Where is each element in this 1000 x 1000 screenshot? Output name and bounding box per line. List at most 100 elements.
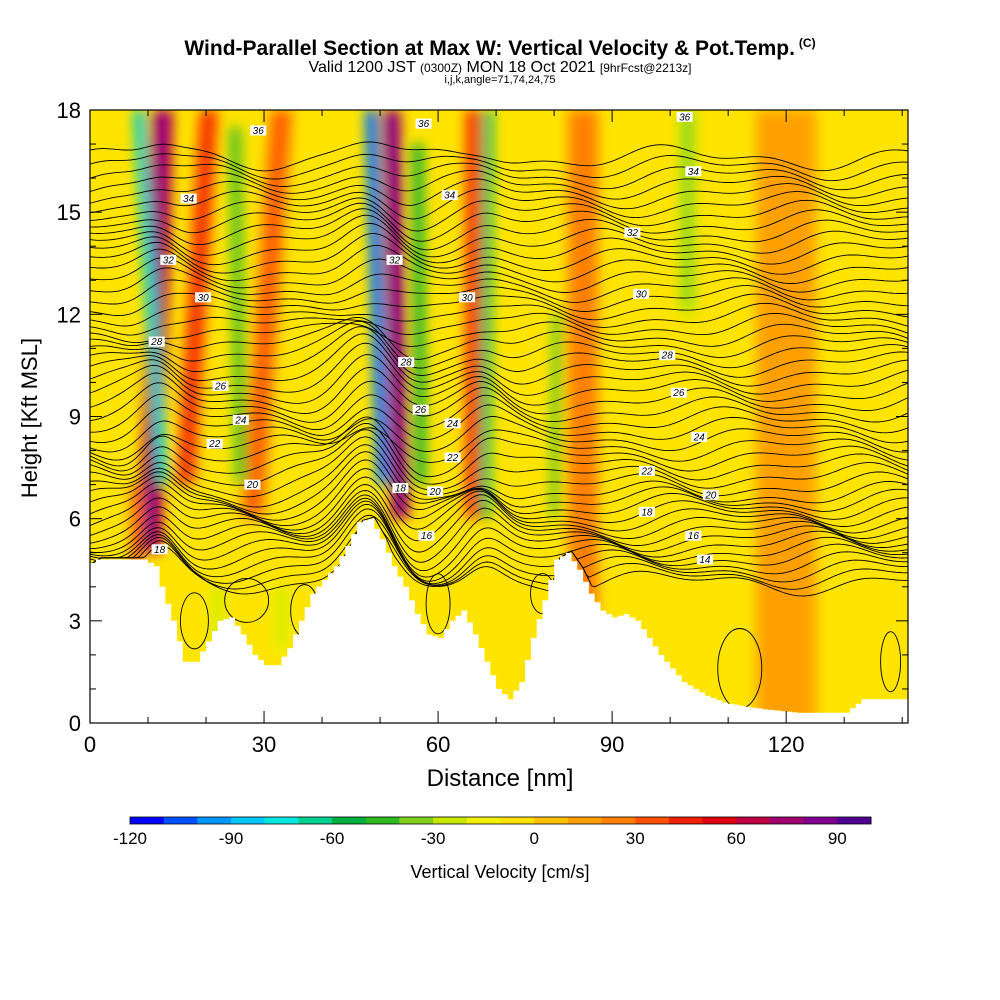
isentrope-39 [90,232,908,275]
colorbar-segment-16 [668,817,704,824]
isentrope-28 [90,326,908,378]
contour-label-bg-10 [415,118,432,129]
isentrope-48 [90,162,908,191]
title-mark: (C) [798,36,816,50]
colorbar-segment-20 [803,817,838,824]
isentrope-8 [90,490,908,553]
colorbar-segment-10 [466,817,501,824]
colorbar-tick-label-7: 90 [828,829,847,848]
y-tick-label-6: 18 [57,98,81,123]
isentrope-37 [90,257,908,293]
valid-time: Valid 1200 JST (0300Z) MON 18 Oct 2021 [… [0,59,1000,77]
contour-label-4: 28 [150,337,163,348]
contour-label-13: 30 [462,293,474,304]
contour-label-bg-19 [392,483,409,494]
contour-label-27: 24 [693,432,706,443]
colorbar-segment-17 [702,817,737,824]
colorbar-segment-7 [365,817,400,824]
isentrope-1 [90,516,908,590]
contour-label-23: 32 [627,228,639,239]
colorbar-segment-5 [298,817,333,824]
contour-label-15: 26 [414,405,427,416]
isentrope-45 [90,188,908,220]
contour-label-30: 18 [641,507,653,518]
contour-label-22: 34 [688,167,700,178]
colorbar-segment-14 [601,817,636,824]
contour-label-bg-2 [160,254,177,265]
isentrope-12 [90,459,908,521]
colorbar-segment-4 [264,817,299,824]
colorbar-tick-label-1: -90 [219,829,244,848]
isentrope-36 [90,267,908,303]
isentrope-5 [90,500,908,578]
contour-label-bg-17 [444,452,461,463]
contour-label-6: 24 [234,415,247,426]
contour-label-16: 24 [446,419,459,430]
y-tick-label-2: 6 [69,507,81,532]
isentrope-24 [90,367,908,415]
isentrope-49 [90,153,908,182]
closed-contour-3 [425,573,451,635]
chart-title: Wind-Parallel Section at Max W: Vertical… [0,36,1000,61]
isentrope-44 [90,197,908,232]
contour-label-bg-14 [398,357,415,368]
contour-label-32: 14 [699,555,711,566]
isentrope-10 [90,476,908,534]
colorbar-tick-label-3: -30 [421,829,446,848]
isentrope-41 [90,214,908,258]
isentrope-11 [90,468,908,527]
isentrope-42 [90,208,908,251]
contour-label-bg-18 [427,486,444,497]
isentrope-47 [90,169,908,200]
contour-label-bg-6 [232,414,249,425]
colorbar-title: Vertical Velocity [cm/s] [410,862,590,882]
isentrope-15 [90,436,908,498]
isentrope-40 [90,222,908,266]
contour-label-1: 34 [183,194,195,205]
valid-date: MON 18 Oct 2021 [466,59,596,76]
colorbar-segment-2 [197,817,232,824]
downdraft-band-8-core [277,586,286,645]
isentrope-25 [90,354,908,406]
isentrope-35 [90,279,908,312]
x-tick-label-1: 30 [252,732,276,757]
isentrope-34 [90,292,908,321]
y-tick-label-0: 0 [69,711,81,736]
isentrope-23 [90,380,908,423]
contour-label-bg-9 [151,544,168,555]
isentrope-38 [90,244,908,284]
colorbar-segment-6 [332,817,367,824]
y-tick-label-4: 12 [57,302,81,327]
downdraft-band-0-core [136,110,165,475]
closed-contour-1 [224,577,270,623]
colorbar-segment-19 [769,817,805,824]
isentrope-9 [90,484,908,542]
downdraft-band-2-core [368,110,386,475]
colorbar-tick-label-4: 0 [529,829,538,848]
contour-label-bg-21 [676,111,693,122]
contour-label-3: 30 [198,293,210,304]
y-axis-title: Height [Kft MSL] [17,337,42,499]
colorbar-segment-11 [500,817,535,824]
contour-label-bg-27 [691,431,708,442]
isentrope-29 [90,320,908,369]
contour-label-bg-29 [702,489,719,500]
isentrope-32 [90,312,908,336]
valid-prefix: Valid 1200 JST [308,59,416,76]
contour-label-17: 22 [446,453,459,464]
contour-label-bg-13 [459,292,476,303]
isentrope-14 [90,444,908,508]
y-tick-label-1: 3 [69,609,81,634]
isentrope-4 [90,503,908,582]
contour-label-bg-24 [633,288,650,299]
colorbar-segment-3 [231,817,266,824]
isentrope-17 [90,422,908,485]
colorbar-tick-label-6: 60 [727,829,746,848]
colorbar-tick-label-5: 30 [626,829,645,848]
downdraft-band-3-core [415,144,424,475]
isentrope-21 [90,404,908,444]
contour-label-bg-20 [418,530,435,541]
downdraft-band-1-core [232,127,244,475]
downdraft-band-5-core [552,314,559,509]
